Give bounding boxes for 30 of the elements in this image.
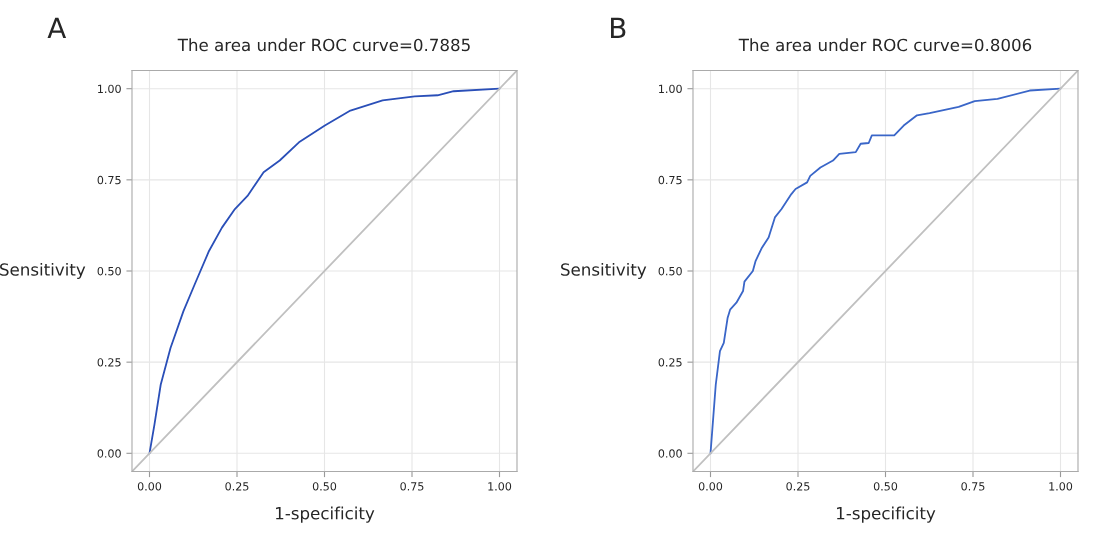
y-tick-label: 0.75 <box>658 175 682 185</box>
y-tick-label: 0.25 <box>97 358 121 367</box>
y-axis-title: Sensitivity <box>561 262 647 280</box>
y-tick-label: 1.00 <box>98 84 121 94</box>
line-series <box>709 87 1062 455</box>
x-tick-label: 0.50 <box>873 482 898 491</box>
y-tick-label: 1.00 <box>659 84 682 94</box>
x-tick-label: 0.75 <box>961 482 985 491</box>
y-tick-label: 0.50 <box>97 266 121 276</box>
x-tick-label: 0.50 <box>312 482 337 491</box>
y-axis-title: Sensitivity <box>0 262 86 280</box>
x-tick-label: 0.00 <box>137 482 162 491</box>
x-tick-label: 0.25 <box>225 482 249 491</box>
x-tick-label: 0.75 <box>400 482 424 491</box>
y-tick-label: 0.75 <box>97 175 121 185</box>
line-series <box>148 87 501 455</box>
text: A <box>47 17 67 39</box>
y-tick-label: 0.00 <box>658 449 682 458</box>
x-tick-label: 1.00 <box>488 482 512 491</box>
y-tick-label: 0.00 <box>97 449 121 458</box>
y-tick-label: 0.25 <box>658 358 682 367</box>
x-axis-title: 1-specificity <box>276 506 375 523</box>
x-tick-label: 1.00 <box>1049 482 1073 491</box>
text: B <box>611 17 626 39</box>
x-tick-label: 0.25 <box>786 482 810 491</box>
x-tick-label: 0.00 <box>698 482 723 491</box>
chart-title: The area under ROC curve=0.7885 <box>177 38 470 52</box>
chart-title: The area under ROC curve=0.8006 <box>738 38 1032 52</box>
x-axis-title: 1-specificity <box>837 506 936 523</box>
y-tick-label: 0.50 <box>658 266 682 276</box>
